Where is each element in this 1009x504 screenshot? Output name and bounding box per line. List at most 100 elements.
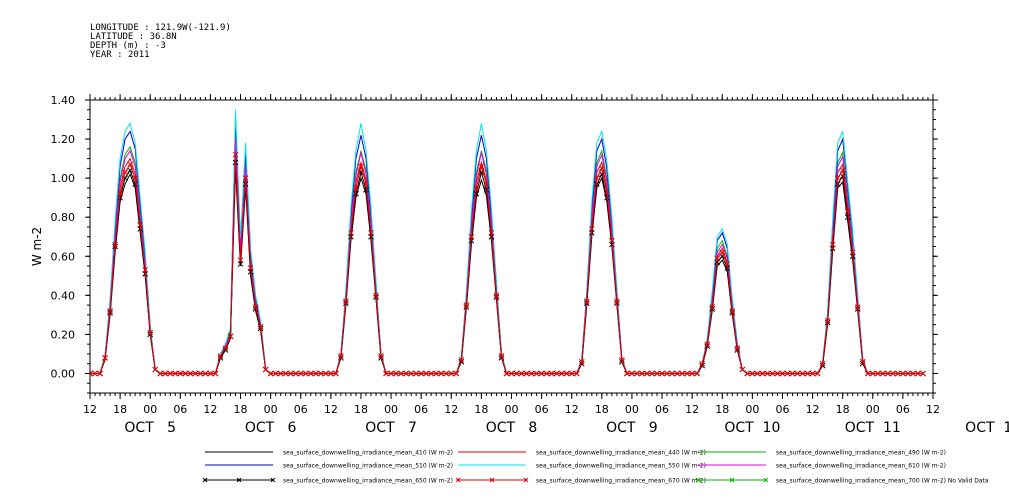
data-point <box>443 370 450 377</box>
data-point <box>137 222 144 228</box>
data-point <box>272 370 279 377</box>
data-point <box>895 370 901 377</box>
data-point <box>468 233 475 240</box>
data-point <box>890 370 896 377</box>
data-point <box>348 229 354 236</box>
data-point <box>824 317 831 324</box>
data-point <box>117 190 123 197</box>
data-point <box>448 370 455 377</box>
data-point <box>473 190 480 197</box>
data-point <box>603 194 610 201</box>
header-longitude: LONGITUDE : 121.9W(-121.9) <box>90 23 231 33</box>
data-point <box>222 345 229 351</box>
data-point <box>157 370 164 377</box>
y-tick-label: 0.00 <box>51 367 76 380</box>
data-point <box>769 370 776 377</box>
x-tick-label: 18 <box>715 403 729 416</box>
data-point <box>187 370 194 377</box>
data-point <box>122 169 128 176</box>
legend-label: sea_surface_downwelling_irradiance_mean_… <box>283 450 453 457</box>
x-tick-label: 06 <box>775 403 789 416</box>
x-tick-label: 18 <box>113 403 127 416</box>
data-point <box>884 370 891 377</box>
series-line <box>90 148 923 374</box>
y-tick-label: 1.40 <box>51 94 76 107</box>
data-point <box>588 226 595 232</box>
data-point <box>614 298 620 305</box>
data-point <box>513 370 520 377</box>
data-point <box>910 370 916 377</box>
y-tick-label: 1.20 <box>51 133 76 146</box>
data-point <box>503 370 510 377</box>
legend-marker <box>763 477 769 483</box>
data-point <box>368 229 374 236</box>
data-point <box>619 356 625 363</box>
data-point <box>609 237 615 244</box>
data-point <box>920 370 926 377</box>
data-point <box>453 370 460 377</box>
data-point <box>864 370 871 377</box>
x-tick-label: 06 <box>173 403 187 416</box>
data-point <box>262 366 269 373</box>
series-line <box>90 154 923 374</box>
series-group <box>90 109 926 377</box>
data-point <box>483 186 490 193</box>
data-point <box>649 370 655 377</box>
data-point <box>167 370 174 377</box>
data-point <box>438 370 445 377</box>
data-point <box>654 370 660 377</box>
data-point <box>849 249 856 256</box>
data-point <box>177 370 184 377</box>
legend-marker <box>455 477 461 483</box>
x-tick-label: 00 <box>866 403 880 416</box>
data-point <box>699 360 706 367</box>
x-tick-label: 06 <box>896 403 910 416</box>
data-point <box>322 370 329 377</box>
data-point <box>829 241 836 248</box>
data-point <box>814 370 821 377</box>
day-label: OCT 5 <box>124 420 176 436</box>
data-point <box>553 370 560 377</box>
x-tick-label: 12 <box>806 403 820 416</box>
data-point <box>282 370 289 377</box>
y-tick-label: 1.00 <box>51 172 76 185</box>
series-line <box>90 109 923 374</box>
data-point <box>754 370 761 377</box>
data-point <box>774 370 781 377</box>
data-point <box>383 370 389 377</box>
data-point <box>92 370 98 377</box>
data-point <box>724 261 731 267</box>
data-point <box>598 165 605 172</box>
series-line <box>90 162 923 374</box>
data-point <box>900 370 906 377</box>
data-point <box>363 181 369 187</box>
data-point <box>317 370 324 377</box>
data-point <box>784 370 791 377</box>
legend-label: sea_surface_downwelling_irradiance_mean_… <box>776 478 989 485</box>
legend-marker <box>695 477 701 483</box>
data-point <box>227 333 234 340</box>
data-point <box>152 366 159 373</box>
data-point <box>413 370 420 377</box>
data-point <box>603 188 610 195</box>
data-point <box>398 370 404 377</box>
data-point <box>358 163 364 170</box>
legend-marker <box>523 477 529 483</box>
y-tick-label: 0.60 <box>51 250 76 263</box>
data-point <box>568 370 575 377</box>
data-point <box>102 354 108 361</box>
data-point <box>292 370 299 377</box>
data-point <box>247 265 254 271</box>
data-point <box>669 370 675 377</box>
data-point <box>267 370 274 377</box>
data-point <box>644 370 650 377</box>
data-point <box>232 151 239 158</box>
x-tick-label: 06 <box>294 403 308 416</box>
day-label: OCT 7 <box>365 420 417 436</box>
data-point <box>463 302 470 308</box>
data-point <box>312 370 319 377</box>
x-tick-label: 18 <box>836 403 850 416</box>
x-tick-label: 12 <box>565 403 579 416</box>
data-point <box>132 181 139 187</box>
data-point <box>127 161 133 168</box>
